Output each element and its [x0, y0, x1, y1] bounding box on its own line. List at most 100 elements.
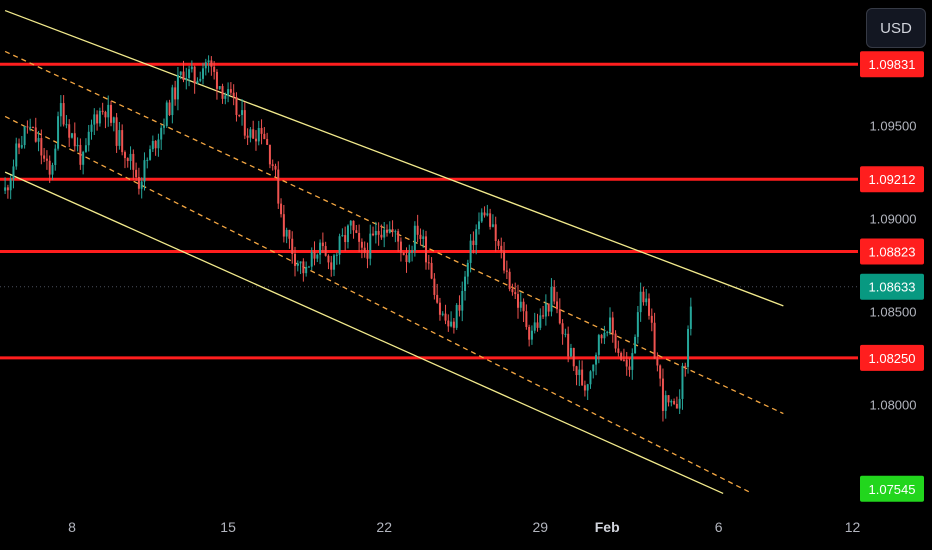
candle-body	[586, 384, 589, 391]
candle-body	[497, 241, 500, 246]
candle-body	[561, 323, 564, 335]
candle-body	[483, 212, 486, 216]
candle-body	[73, 133, 76, 147]
candle-body	[129, 153, 132, 162]
candle-body	[90, 124, 93, 132]
candle-body	[260, 128, 263, 134]
candle-body	[452, 321, 455, 328]
candle-body	[285, 229, 288, 237]
candle-body	[622, 359, 625, 361]
candle-body	[282, 214, 285, 237]
candle-body	[296, 263, 299, 266]
candle-body	[302, 261, 305, 274]
candle-body	[436, 294, 439, 303]
candle-body	[519, 301, 522, 308]
candle-body	[536, 322, 539, 328]
candle-body	[40, 138, 43, 156]
candle-body	[684, 365, 687, 367]
candle-body	[168, 102, 171, 116]
candle-body	[539, 315, 542, 328]
candle-body	[207, 60, 210, 63]
candle-body	[603, 332, 606, 339]
candle-body	[79, 144, 82, 165]
candle-body	[477, 221, 480, 230]
candle-body	[71, 133, 73, 138]
candle-body	[391, 229, 394, 232]
candle-body	[678, 398, 681, 409]
x-tick-label: 6	[715, 519, 723, 535]
candle-body	[631, 353, 634, 370]
candle-body	[589, 371, 592, 385]
x-tick-label: 15	[220, 519, 236, 535]
candle-body	[271, 164, 274, 166]
x-tick-label: 29	[533, 519, 549, 535]
candle-body	[592, 364, 595, 372]
candle-body	[45, 158, 48, 161]
level-label: 1.08823	[869, 244, 916, 259]
candle-body	[567, 333, 570, 357]
channel-mid-lower-line	[4, 115, 753, 495]
candle-body	[444, 313, 447, 321]
candle-body	[625, 360, 628, 367]
candle-body	[664, 395, 667, 411]
candle-body	[349, 220, 352, 226]
candle-body	[165, 102, 168, 126]
level-badge	[860, 166, 924, 193]
y-tick-label: 1.09000	[870, 212, 917, 227]
candle-body	[174, 87, 177, 100]
candle-body	[160, 127, 163, 140]
candle-body	[564, 333, 567, 335]
candle-body	[176, 74, 179, 100]
candle-body	[522, 301, 525, 312]
currency-button[interactable]: USD	[866, 8, 926, 48]
candle-body	[199, 78, 202, 81]
candle-body	[430, 262, 433, 279]
candle-body	[575, 366, 578, 376]
candle-body	[227, 89, 230, 96]
candle-body	[224, 95, 227, 99]
candle-body	[475, 229, 478, 246]
candle-body	[620, 352, 623, 360]
candle-body	[101, 110, 104, 112]
candle-body	[162, 125, 165, 128]
candle-body	[653, 322, 656, 359]
candle-body	[491, 224, 494, 227]
candle-body	[18, 143, 21, 148]
candle-body	[307, 266, 310, 268]
candle-body	[458, 304, 461, 311]
candle-body	[383, 229, 386, 238]
candle-body	[402, 252, 405, 256]
candle-body	[193, 66, 196, 84]
candle-body	[461, 290, 464, 311]
candle-body	[416, 225, 419, 235]
candle-body	[486, 213, 489, 216]
candle-body	[232, 92, 235, 98]
candle-body	[190, 66, 193, 70]
candle-body	[687, 328, 690, 367]
candle-body	[179, 71, 182, 75]
candle-body	[107, 104, 110, 118]
candle-body	[246, 135, 249, 138]
candle-body	[425, 236, 428, 263]
candle-body	[82, 151, 85, 165]
candle-body	[547, 303, 550, 312]
candle-body	[204, 62, 207, 69]
candle-body	[464, 276, 467, 291]
candle-body	[542, 315, 545, 317]
candle-body	[62, 103, 65, 125]
candle-body	[157, 139, 160, 149]
candle-body	[294, 253, 296, 266]
candle-body	[196, 80, 199, 84]
candle-body	[614, 333, 617, 349]
last-price-label: 1.08633	[869, 280, 916, 295]
candle-body	[528, 326, 531, 340]
candle-body	[422, 236, 425, 239]
candle-body	[572, 347, 575, 367]
candle-body	[310, 252, 313, 267]
candle-body	[569, 347, 572, 357]
candle-body	[650, 315, 653, 323]
candle-body	[558, 309, 561, 324]
candle-body	[377, 230, 380, 235]
candle-body	[469, 240, 472, 263]
